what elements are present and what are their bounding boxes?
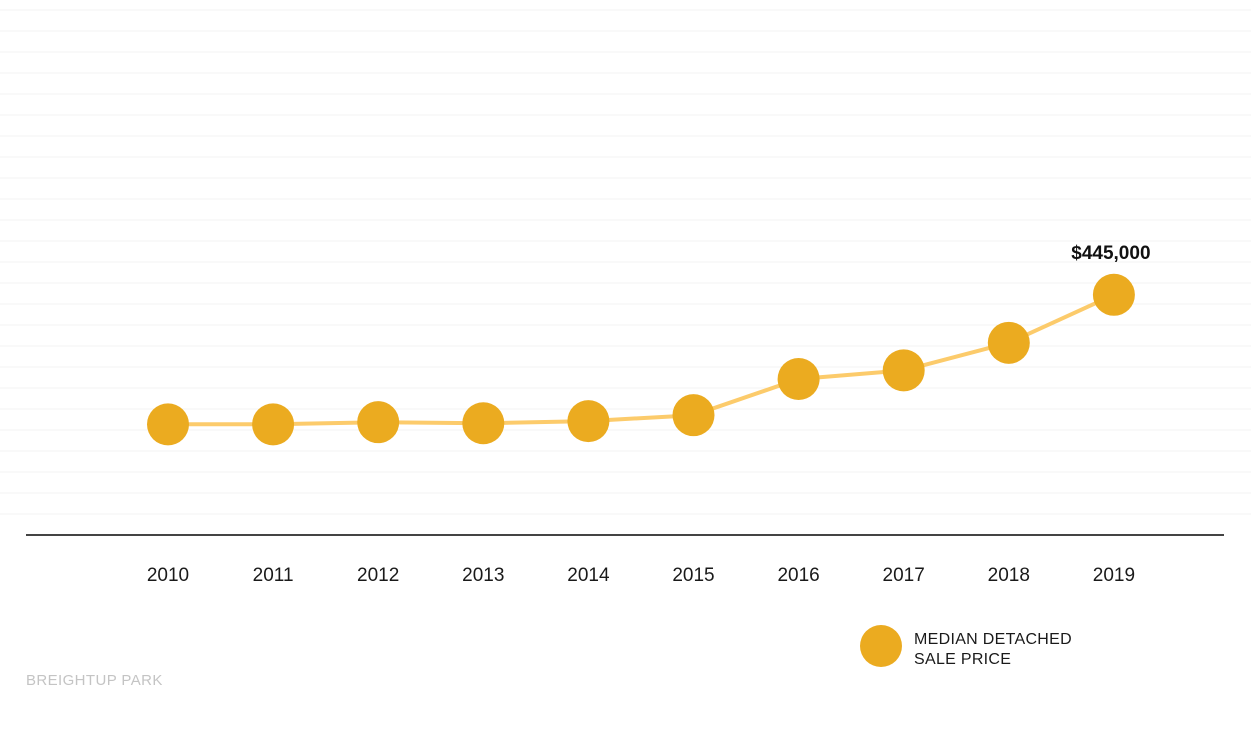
x-tick-label-2016: 2016 [777, 565, 819, 586]
data-point-2011 [252, 403, 295, 446]
x-tick-labels: 2010 2011 2012 2013 2014 2015 2016 2017 2018 2019 [147, 565, 1135, 586]
legend-marker [860, 625, 902, 667]
x-tick-label-2014: 2014 [567, 565, 610, 586]
x-tick-label-2019: 2019 [1093, 565, 1135, 586]
x-tick-label-2011: 2011 [253, 565, 294, 586]
data-point-2013 [462, 402, 505, 445]
source-label: BREIGHTUP PARK [26, 672, 163, 689]
data-point-2018 [987, 321, 1030, 364]
data-points [147, 273, 1135, 446]
x-tick-label-2012: 2012 [357, 565, 399, 586]
legend-label-line2: SALE PRICE [914, 651, 1011, 668]
data-point-2015 [672, 394, 715, 437]
legend-label-line1: MEDIAN DETACHED [914, 631, 1072, 648]
x-tick-label-2013: 2013 [462, 565, 504, 586]
series-line-median-detached-sale-price [166, 292, 1116, 427]
x-tick-label-2015: 2015 [672, 565, 714, 586]
data-point-2019 [1092, 273, 1135, 316]
data-point-2017 [882, 349, 925, 392]
data-point-2014 [567, 400, 610, 443]
data-point-2012 [357, 401, 400, 444]
x-tick-label-2010: 2010 [147, 565, 189, 586]
gridlines [0, 9, 1251, 515]
value-annotation-2019: $445,000 [1071, 243, 1150, 264]
x-tick-label-2017: 2017 [883, 565, 925, 586]
data-point-2016 [777, 357, 820, 400]
x-tick-label-2018: 2018 [988, 565, 1030, 586]
data-point-2010 [147, 403, 189, 446]
legend: MEDIAN DETACHED SALE PRICE [860, 625, 1072, 668]
